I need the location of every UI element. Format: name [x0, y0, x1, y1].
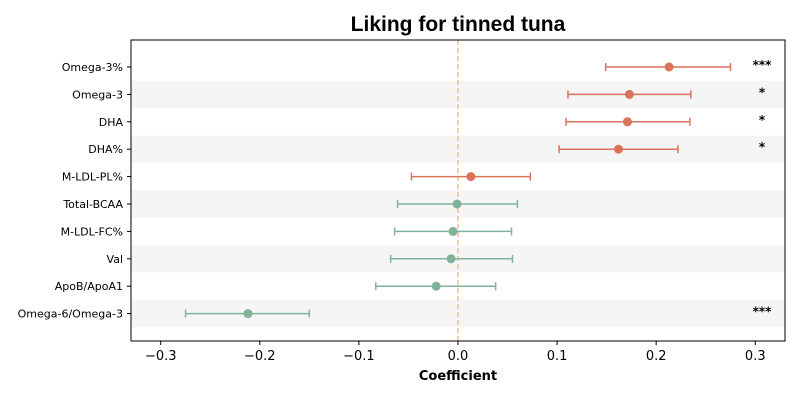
significance-label: * — [759, 85, 766, 99]
x-tick-label: −0.1 — [343, 349, 375, 364]
x-tick-label: 0.2 — [646, 349, 667, 364]
significance-markers: ********* — [753, 58, 773, 319]
y-axis: Omega-3% Omega-3 DHA DHA% M-LDL-PL% Total-BCA… — [18, 61, 131, 321]
y-tick-label: Total-BCAA — [62, 198, 123, 211]
point-estimate — [448, 226, 458, 236]
x-axis-label: Coefficient — [419, 369, 497, 384]
y-tick-label: Omega-3 — [72, 88, 123, 101]
plot-marks — [184, 62, 732, 319]
significance-label: * — [759, 113, 766, 127]
x-tick-label: −0.3 — [145, 349, 177, 364]
point-estimate — [466, 172, 476, 182]
point-estimate — [622, 117, 632, 127]
chart-title: Liking for tinned tuna — [351, 13, 566, 36]
y-tick-label: DHA — [99, 116, 124, 129]
significance-label: *** — [753, 58, 773, 72]
x-axis: −0.3 −0.2 −0.1 0.0 0.1 0.2 0.3 — [145, 341, 766, 364]
point-estimate — [446, 254, 456, 264]
y-tick-label: Omega-6/Omega-3 — [18, 308, 123, 321]
point-estimate — [431, 281, 441, 291]
y-tick-label: ApoB/ApoA1 — [55, 280, 123, 293]
y-tick-label: Val — [107, 253, 123, 266]
x-tick-label: 0.3 — [745, 349, 766, 364]
point-estimate — [624, 89, 634, 99]
point-estimate — [614, 144, 624, 154]
y-tick-label: M-LDL-PL% — [62, 171, 123, 184]
point-estimate — [452, 199, 462, 209]
x-tick-label: 0.0 — [448, 349, 469, 364]
point-estimate — [664, 62, 674, 72]
y-tick-label: M-LDL-FC% — [61, 225, 123, 238]
x-tick-label: 0.1 — [547, 349, 568, 364]
y-tick-label: Omega-3% — [62, 61, 123, 74]
significance-label: *** — [753, 305, 773, 319]
y-tick-label: DHA% — [88, 143, 123, 156]
x-tick-label: −0.2 — [244, 349, 276, 364]
significance-label: * — [759, 140, 766, 154]
point-estimate — [243, 309, 253, 319]
